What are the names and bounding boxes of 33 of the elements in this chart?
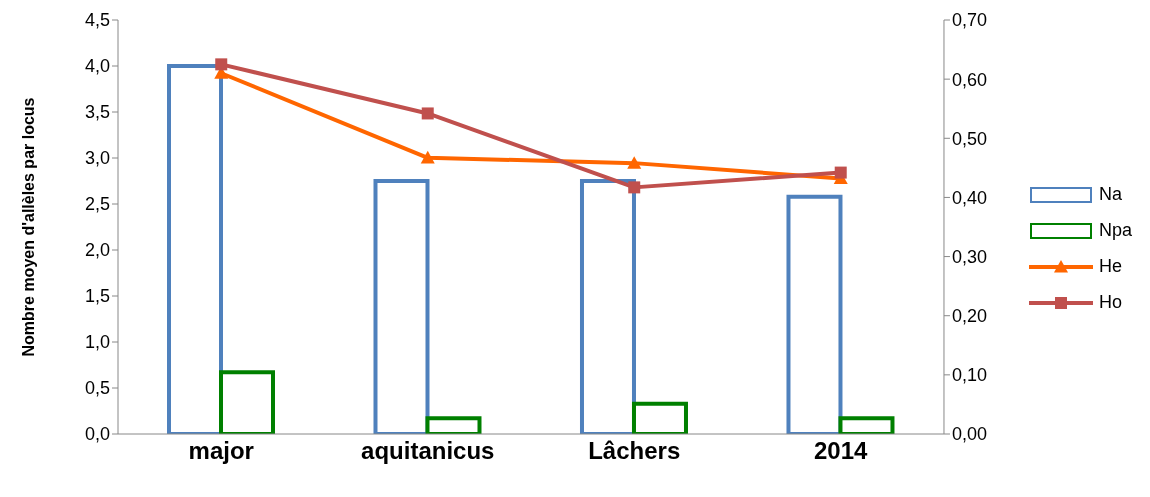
y-tick-label: 2,0 — [84, 240, 110, 261]
y-tick-label: 4,0 — [84, 56, 110, 77]
y2-tick-label: 0,50 — [951, 128, 988, 149]
y-tick-label: 3,0 — [84, 148, 110, 169]
point — [215, 58, 228, 71]
y-tick-label: 0,0 — [84, 424, 110, 445]
point — [627, 156, 642, 169]
y-tick-label: 4,5 — [84, 10, 110, 31]
y-tick-label: 2,5 — [84, 194, 110, 215]
y2-tick-label: 0,00 — [951, 424, 988, 445]
legend-label: Na — [1098, 184, 1122, 205]
point — [421, 107, 434, 120]
y-tick-label: 3,5 — [84, 102, 110, 123]
y2-tick-label: 0,20 — [951, 306, 988, 327]
x-tick-label: 2014 — [814, 437, 869, 465]
y2-tick-label: 0,70 — [951, 10, 988, 31]
legend-label: Npa — [1098, 220, 1132, 241]
point — [628, 181, 641, 194]
y-tick-label: 1,0 — [84, 332, 110, 353]
x-tick-label: major — [188, 437, 254, 465]
x-tick-label: aquitanicus — [361, 437, 495, 465]
y-tick-label: 1,5 — [84, 286, 110, 307]
point — [834, 166, 847, 179]
y2-tick-label: 0,40 — [951, 187, 988, 208]
legend-label: Ho — [1098, 292, 1122, 313]
y2-tick-label: 0,60 — [951, 69, 988, 90]
y-tick-label: 0,5 — [84, 378, 110, 399]
y2-tick-label: 0,10 — [951, 365, 988, 386]
legend-label: He — [1098, 256, 1122, 277]
y-axis-title: Nombre moyen d'allèles par locus — [19, 97, 37, 357]
y2-tick-label: 0,30 — [951, 246, 988, 267]
x-tick-label: Lâchers — [588, 437, 681, 465]
point — [420, 150, 435, 164]
